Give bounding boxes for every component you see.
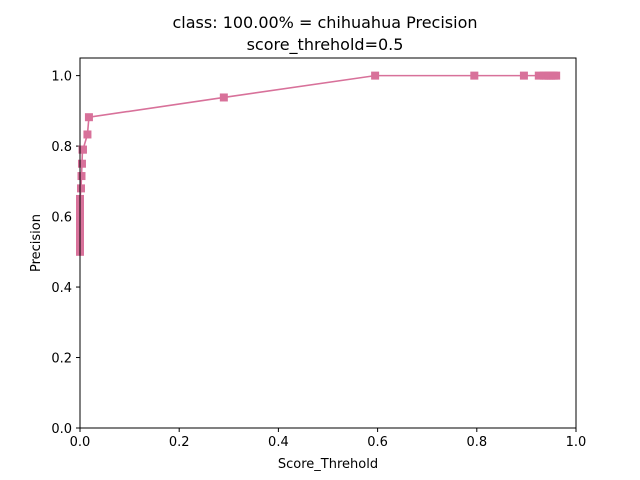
x-tick-label: 0.0: [70, 435, 91, 450]
data-point-marker: [76, 184, 85, 193]
y-tick-label: 0.0: [51, 422, 72, 437]
y-tick-label: 0.8: [51, 140, 72, 155]
y-tick-label: 0.2: [51, 352, 72, 367]
x-axis-ticks: 0.0 0.2 0.4 0.6 0.8 1.0: [70, 428, 587, 450]
x-tick-label: 0.4: [268, 435, 289, 450]
x-tick-label: 1.0: [566, 435, 587, 450]
data-point-marker: [470, 71, 479, 80]
y-axis-label: Precision: [29, 214, 44, 272]
x-axis-label: Score_Threhold: [278, 457, 378, 472]
data-point-marker: [552, 71, 561, 80]
y-tick-label: 1.0: [51, 70, 72, 85]
data-point-marker: [519, 71, 528, 80]
data-point-marker: [77, 159, 86, 168]
data-point-marker: [78, 145, 87, 154]
chart-subtitle: score_threhold=0.5: [247, 35, 404, 55]
data-point-marker: [534, 71, 543, 80]
data-point-marker: [371, 71, 380, 80]
x-tick-label: 0.8: [466, 435, 487, 450]
data-point-marker: [219, 93, 228, 102]
y-axis-ticks: 0.0 0.2 0.4 0.6 0.8 1.0: [51, 70, 80, 437]
plot-frame: [79, 57, 577, 429]
x-tick-label: 0.6: [367, 435, 388, 450]
data-point-marker: [83, 130, 92, 139]
data-point-marker: [77, 172, 86, 181]
y-tick-label: 0.4: [51, 281, 72, 296]
data-point-marker: [84, 113, 93, 122]
y-tick-label: 0.6: [51, 211, 72, 226]
chart-title: class: 100.00% = chihuahua Precision: [173, 13, 478, 32]
x-tick-label: 0.2: [169, 435, 190, 450]
